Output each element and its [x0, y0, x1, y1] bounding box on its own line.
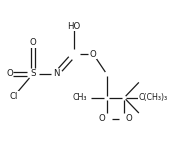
Text: HO: HO [68, 21, 81, 31]
Text: C(CH₃)₃: C(CH₃)₃ [138, 93, 167, 102]
Text: S: S [30, 69, 36, 78]
Text: O: O [90, 50, 97, 59]
Text: O: O [30, 38, 36, 47]
Text: N: N [53, 69, 60, 78]
Text: O: O [98, 114, 105, 123]
Text: O: O [126, 114, 132, 123]
Text: CH₃: CH₃ [73, 93, 87, 102]
Text: O: O [6, 69, 13, 78]
Text: Cl: Cl [10, 92, 18, 101]
